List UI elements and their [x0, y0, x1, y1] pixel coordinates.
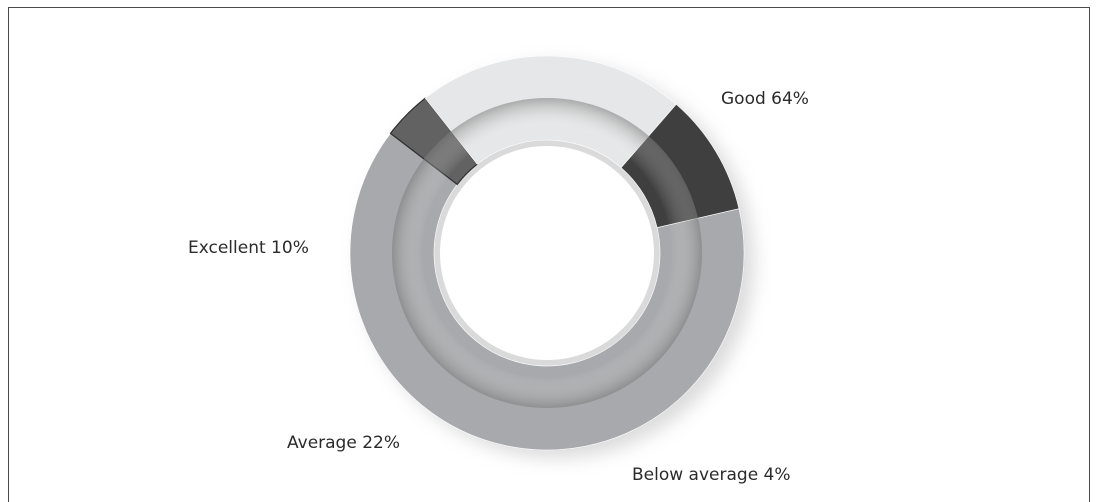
label-good: Good 64%: [721, 89, 809, 109]
label-excellent: Excellent 10%: [188, 238, 309, 258]
donut-hole: [440, 146, 654, 360]
slice-labels: Good 64% Below average 4% Average 22% Excel…: [188, 89, 809, 485]
inner-ring-shade: [392, 98, 702, 408]
label-below-average: Below average 4%: [632, 465, 791, 485]
label-average: Average 22%: [287, 433, 400, 453]
